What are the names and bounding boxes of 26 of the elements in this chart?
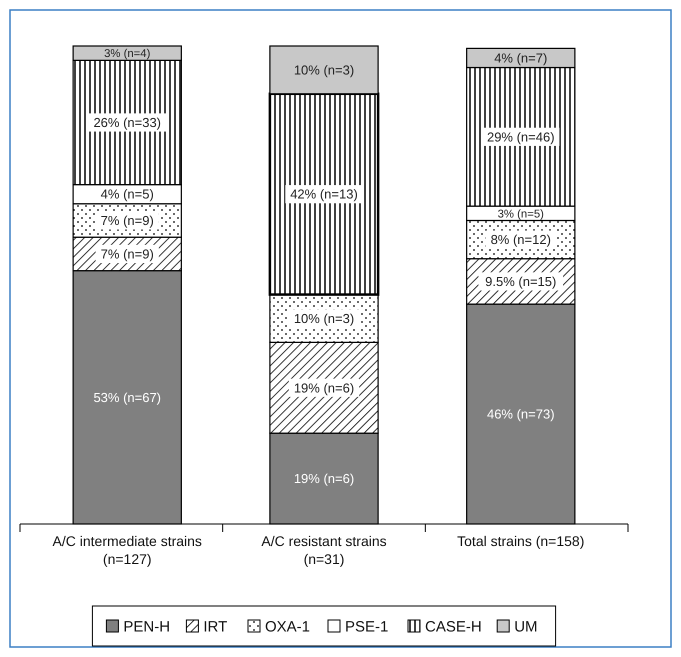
data-label: 7% (n=9) <box>100 246 154 262</box>
legend-label: OXA-1 <box>265 618 310 636</box>
data-label: 19% (n=6) <box>294 380 354 396</box>
data-label: 10% (n=3) <box>294 62 354 78</box>
data-label: 3% (n=5) <box>498 208 544 220</box>
legend-label: PSE-1 <box>345 618 388 636</box>
x-tick-label: Total strains (n=158) <box>457 533 584 549</box>
legend-label: IRT <box>203 618 228 636</box>
data-label: 19% (n=6) <box>294 471 354 486</box>
x-tick-label: A/C intermediate strains (n=127) <box>52 533 202 567</box>
x-tick-label: A/C resistant strains (n=31) <box>261 533 387 567</box>
data-label: 26% (n=33) <box>93 115 162 130</box>
data-label: 46% (n=73) <box>486 406 555 422</box>
legend-label: UM <box>514 618 538 636</box>
data-label: 10% (n=3) <box>294 311 354 326</box>
data-label: 42% (n=13) <box>290 186 358 202</box>
data-label: 8% (n=12) <box>490 232 551 248</box>
legend-label: PEN-H <box>123 618 170 636</box>
data-label: 53% (n=67) <box>93 390 162 405</box>
legend-label: CASE-H <box>425 618 482 636</box>
data-label: 4% (n=5) <box>100 186 154 202</box>
data-label: 29% (n=46) <box>486 129 555 144</box>
data-label: 3% (n=4) <box>104 48 151 60</box>
data-label: 4% (n=7) <box>494 50 548 66</box>
data-label: 7% (n=9) <box>100 213 154 228</box>
data-label: 9.5% (n=15) <box>485 274 556 289</box>
